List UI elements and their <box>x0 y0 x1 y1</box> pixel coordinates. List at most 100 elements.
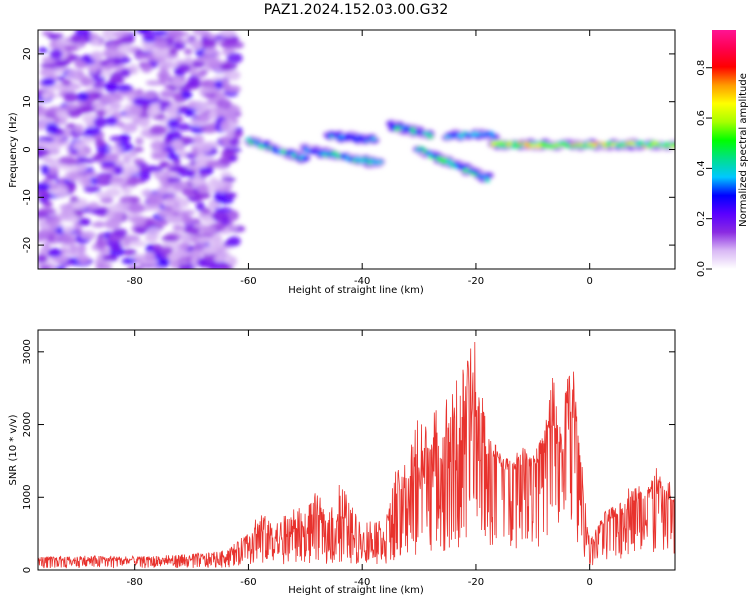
chart-title: PAZ1.2024.152.03.00.G32 <box>264 2 449 18</box>
noise-blob <box>120 36 135 44</box>
band-core <box>302 156 309 162</box>
noise-blob <box>64 103 78 111</box>
noise-blob <box>126 176 139 187</box>
noise-blob <box>192 78 201 85</box>
noise-blob <box>105 116 118 126</box>
noise-blob <box>142 44 154 52</box>
noise-blob <box>109 176 125 182</box>
noise-blob <box>135 30 151 34</box>
noise-blob <box>113 165 124 175</box>
noise-blob <box>145 166 164 172</box>
noise-blob <box>146 195 165 206</box>
noise-blob <box>38 182 51 191</box>
noise-blob <box>105 187 121 198</box>
y-tick-label: -10 <box>22 189 33 205</box>
noise-blob <box>166 176 182 184</box>
y-tick-label: 10 <box>22 95 33 108</box>
noise-blob <box>99 60 109 66</box>
noise-blob <box>181 186 195 197</box>
colorbar-tick-label: 0.0 <box>696 261 707 277</box>
y-tick-label: -20 <box>22 237 33 253</box>
noise-blob <box>87 63 99 74</box>
noise-blob <box>76 162 88 173</box>
noise-blob <box>115 160 125 167</box>
noise-blob <box>92 82 106 89</box>
x-tick-label: 0 <box>587 577 593 588</box>
noise-blob <box>117 43 132 54</box>
noise-blob <box>145 244 154 254</box>
noise-blob <box>80 76 95 87</box>
band-core <box>302 145 308 150</box>
noise-blob <box>145 80 163 86</box>
noise-blob <box>183 226 201 234</box>
noise-blob <box>115 84 133 92</box>
noise-blob <box>176 63 191 73</box>
x-tick-label: -60 <box>240 276 256 287</box>
noise-blob <box>63 92 79 103</box>
noise-blob <box>225 70 241 81</box>
noise-blob <box>122 153 132 165</box>
noise-blob <box>133 146 144 153</box>
noise-blob <box>49 49 63 60</box>
noise-blob <box>196 237 214 244</box>
band-core <box>490 134 496 139</box>
noise-blob <box>134 226 147 234</box>
noise-blob <box>104 153 120 164</box>
noise-blob <box>171 206 183 212</box>
noise-blob <box>94 259 108 266</box>
noise-blob <box>167 30 184 39</box>
noise-blob <box>98 247 113 254</box>
noise-blob <box>178 197 190 208</box>
noise-blob <box>224 85 241 94</box>
noise-blob <box>76 92 89 101</box>
noise-blob <box>204 159 220 168</box>
noise-blob <box>219 30 237 38</box>
noise-blob <box>136 53 151 60</box>
x-tick-label: 0 <box>587 276 593 287</box>
noise-blob <box>152 49 167 59</box>
noise-blob <box>101 30 116 40</box>
noise-blob <box>228 105 241 113</box>
noise-blob <box>216 98 232 110</box>
noise-blob <box>150 30 169 37</box>
noise-blob <box>107 145 124 151</box>
noise-blob <box>202 217 215 224</box>
noise-blob <box>123 234 141 242</box>
band-core <box>472 169 479 174</box>
noise-blob <box>115 201 129 211</box>
snr-ticks: -80 -60 -40 -20 0 0 1000 2000 3000 <box>22 330 675 588</box>
noise-blob <box>226 209 239 221</box>
noise-blob <box>104 218 121 230</box>
noise-blob <box>178 241 190 251</box>
noise-blob <box>135 137 144 146</box>
x-tick-label: -80 <box>127 276 143 287</box>
y-tick-label: 0 <box>22 567 33 573</box>
noise-blob <box>199 87 213 94</box>
noise-blob <box>71 201 82 210</box>
noise-blob <box>41 78 56 87</box>
noise-blob <box>83 171 98 177</box>
noise-blob <box>129 150 138 158</box>
noise-blob <box>224 192 237 199</box>
noise-blob <box>95 109 107 117</box>
spectrogram-image <box>38 30 675 269</box>
y-tick-label: 20 <box>22 48 33 61</box>
noise-blob <box>133 158 145 165</box>
band-core <box>369 137 378 141</box>
noise-blob <box>91 222 106 228</box>
colorbar-tick-label: 0.2 <box>696 211 707 227</box>
noise-blob <box>220 264 234 269</box>
noise-blob <box>168 215 184 223</box>
noise-blob <box>214 79 223 90</box>
noise-blob <box>38 140 52 149</box>
noise-blob <box>181 91 193 100</box>
noise-blob <box>198 167 214 173</box>
noise-blob <box>112 228 128 238</box>
noise-blob <box>122 240 131 247</box>
noise-blob <box>227 236 241 247</box>
noise-blob <box>82 176 92 187</box>
noise-blob <box>161 235 178 242</box>
snr-frame <box>37 329 676 571</box>
noise-blob <box>173 250 190 259</box>
